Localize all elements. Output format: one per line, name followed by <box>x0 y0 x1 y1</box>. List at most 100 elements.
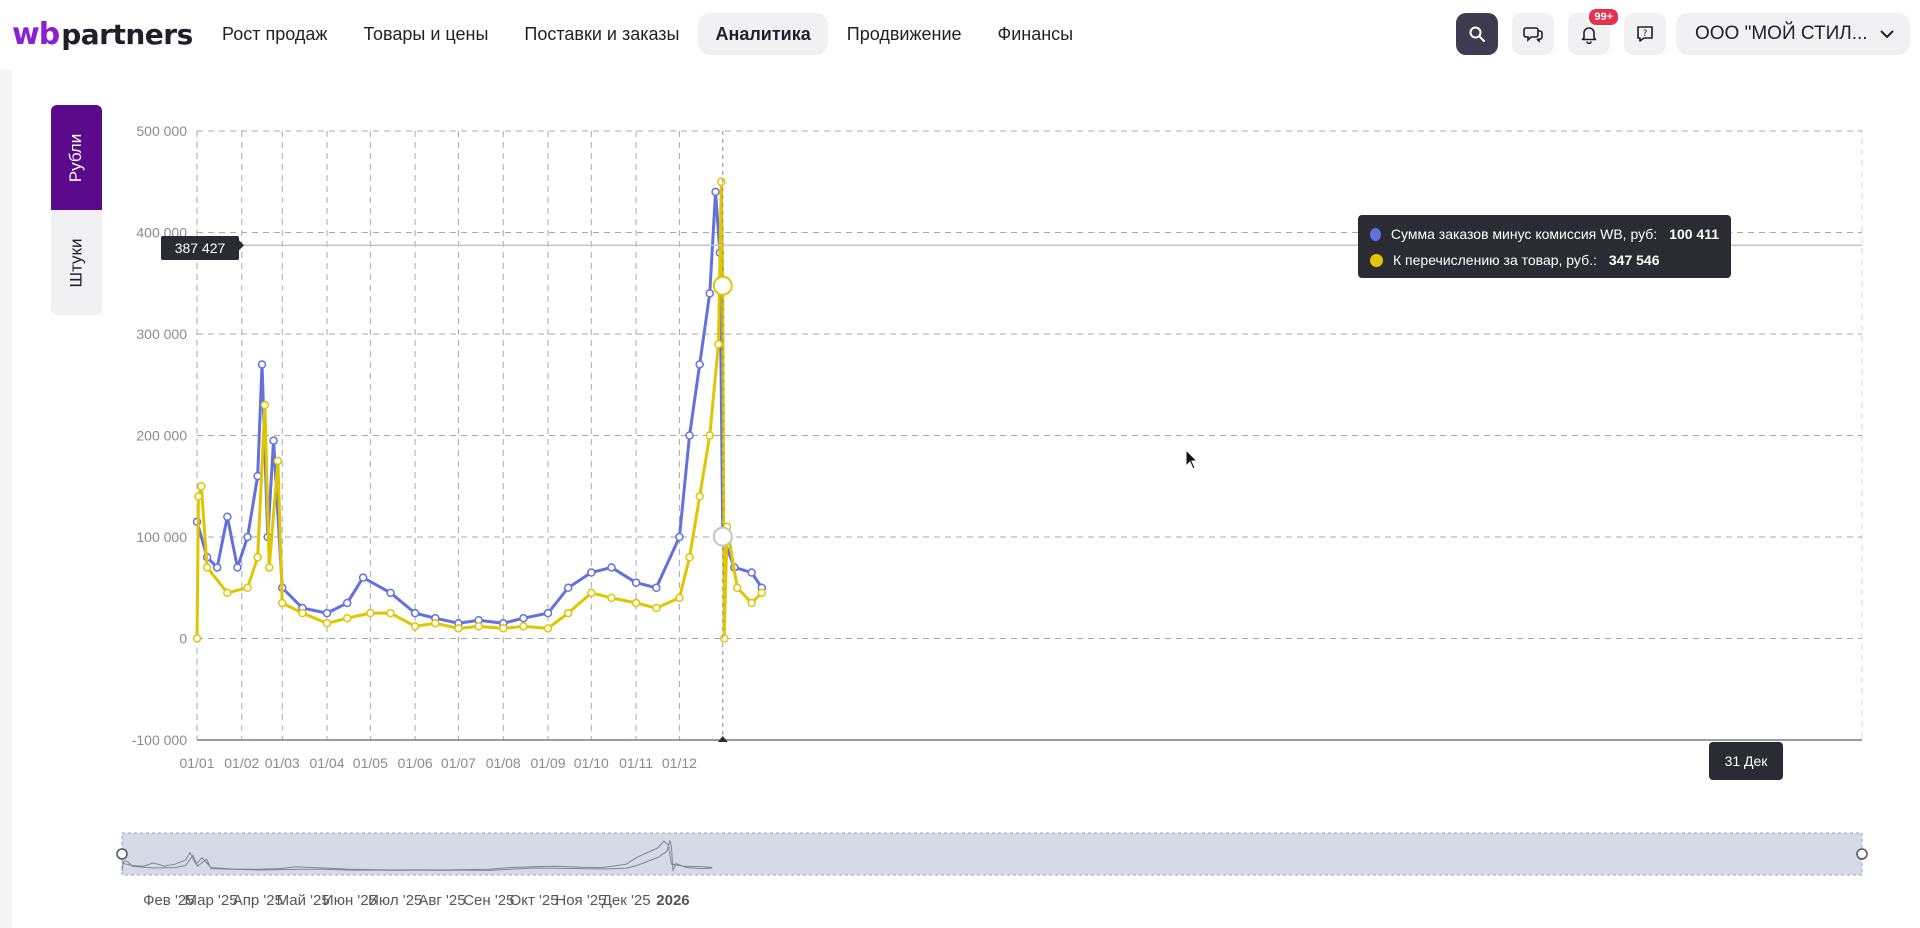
navigator-label: Июл '25 <box>368 892 422 909</box>
search-icon <box>1469 26 1485 42</box>
series-point-1 <box>607 593 616 603</box>
bell-icon <box>1581 27 1597 44</box>
series-line-1 <box>195 180 763 640</box>
main-nav: Рост продаж Товары и цены Поставки и зак… <box>205 13 1090 55</box>
notifications-badge: 99+ <box>1587 7 1620 27</box>
series-point-0 <box>563 583 573 592</box>
nav-supplies-orders[interactable]: Поставки и заказы <box>524 23 680 44</box>
tooltip-value-payout: 347 546 <box>1608 252 1660 268</box>
series-point-1 <box>386 608 395 618</box>
toggle-pieces[interactable]: Штуки <box>51 210 102 315</box>
series-point-1 <box>264 563 274 572</box>
series-point-1 <box>194 492 203 501</box>
top-bar: wb partners Рост продаж Товары и цены По… <box>0 0 1920 70</box>
series-point-1 <box>243 583 252 592</box>
series-point-1 <box>587 588 596 598</box>
x-tick-label: 01/03 <box>265 755 300 771</box>
series-point-0 <box>631 578 641 587</box>
series-point-0 <box>675 532 684 542</box>
series-point-0 <box>607 563 616 572</box>
tooltip-label-payout: К перечислению за товар, руб.: <box>1393 252 1597 268</box>
notifications-button[interactable]: 99+ <box>1568 7 1620 55</box>
series-point-1 <box>563 608 573 618</box>
series-point-0 <box>652 583 661 592</box>
nav-products-prices[interactable]: Товары и цены <box>363 23 489 44</box>
series-point-0 <box>747 568 756 577</box>
chat-button[interactable] <box>1512 13 1554 55</box>
navigator-series-1 <box>121 840 713 872</box>
series-point-0 <box>410 608 420 618</box>
series-point-0 <box>212 563 222 572</box>
series-point-0 <box>322 608 332 618</box>
series-point-1 <box>277 598 287 608</box>
tooltip-value-orders: 100 411 <box>1669 226 1719 242</box>
nav-analytics[interactable]: Аналитика <box>698 13 828 55</box>
navigator-label: Июн '25 <box>323 892 377 909</box>
series-point-1 <box>192 634 202 643</box>
series-point-0 <box>685 431 694 440</box>
series-point-1 <box>747 598 756 608</box>
hover-marker-1 <box>712 275 733 296</box>
series-point-0 <box>233 563 242 572</box>
chart-card <box>12 70 1920 928</box>
navigator-label: Сен '25 <box>463 892 514 909</box>
toggle-rubles-label: Рубли <box>66 133 86 182</box>
toggle-rubles[interactable]: Рубли <box>51 105 102 210</box>
x-tick-label: 01/09 <box>530 755 565 771</box>
mouse-cursor-icon <box>1185 449 1199 470</box>
series-point-1 <box>519 622 528 631</box>
navigator-label: Май '25 <box>277 892 330 909</box>
series-point-1 <box>652 603 661 613</box>
series-point-0 <box>587 568 596 577</box>
x-tick-label: 01/10 <box>574 755 609 771</box>
nav-promotion[interactable]: Продвижение <box>846 23 962 44</box>
navigator-label: Апр '25 <box>233 892 283 909</box>
series-point-0 <box>223 512 232 521</box>
help-button[interactable]: ? <box>1624 13 1666 55</box>
navigator-label: Дек '25 <box>602 892 651 909</box>
crosshair-x-label: 31 Дек <box>1709 742 1783 780</box>
chart-tooltip: Сумма заказов минус комиссия WB, руб: 10… <box>1358 215 1731 278</box>
series-point-1 <box>631 598 641 608</box>
series-point-1 <box>695 492 704 501</box>
series-point-1 <box>260 400 270 410</box>
x-tick-label: 01/12 <box>662 755 697 771</box>
toggle-pieces-label: Штуки <box>66 238 86 287</box>
series-point-0 <box>342 598 352 608</box>
series-point-0 <box>269 436 278 445</box>
x-tick-label: 01/07 <box>441 755 476 771</box>
navigator-handle-left <box>116 848 128 860</box>
series-point-0 <box>543 608 553 618</box>
nav-finance[interactable]: Финансы <box>997 23 1074 44</box>
x-tick-label: 01/11 <box>619 755 653 771</box>
nav-sales-growth[interactable]: Рост продаж <box>222 23 328 44</box>
hover-marker-0 <box>712 526 733 547</box>
series-point-1 <box>474 622 483 631</box>
organization-name: ООО "МОЙ СТИЛ... <box>1695 23 1868 44</box>
chat-icon <box>1523 27 1543 43</box>
y-tick-label: 300 000 <box>136 326 187 342</box>
series-point-1 <box>714 339 723 349</box>
series-point-0 <box>705 289 715 298</box>
tooltip-row-payout: К перечислению за товар, руб.: 347 546 <box>1370 247 1719 273</box>
x-tick-label: 01/02 <box>224 755 259 771</box>
series-point-1 <box>498 624 508 633</box>
wb-partners-logo[interactable]: wb partners <box>12 16 193 52</box>
navigator-range <box>121 832 1863 876</box>
series-point-0 <box>695 360 704 369</box>
logo-wb-text: wb <box>12 16 60 52</box>
x-tick-label: 01/06 <box>398 755 433 771</box>
y-tick-label: 200 000 <box>136 428 187 444</box>
series-point-1 <box>322 619 332 628</box>
search-button[interactable] <box>1456 13 1498 55</box>
series-point-1 <box>732 583 742 592</box>
y-tick-label: 100 000 <box>136 529 187 545</box>
series-point-1 <box>717 177 726 186</box>
series-point-0 <box>257 360 267 369</box>
organization-selector[interactable]: ООО "МОЙ СТИЛ... <box>1676 13 1910 55</box>
series-point-1 <box>197 482 206 491</box>
series-point-1 <box>410 622 420 631</box>
series-point-1 <box>223 588 232 598</box>
series-point-1 <box>719 634 729 643</box>
navigator-label: Авг '25 <box>418 892 465 909</box>
